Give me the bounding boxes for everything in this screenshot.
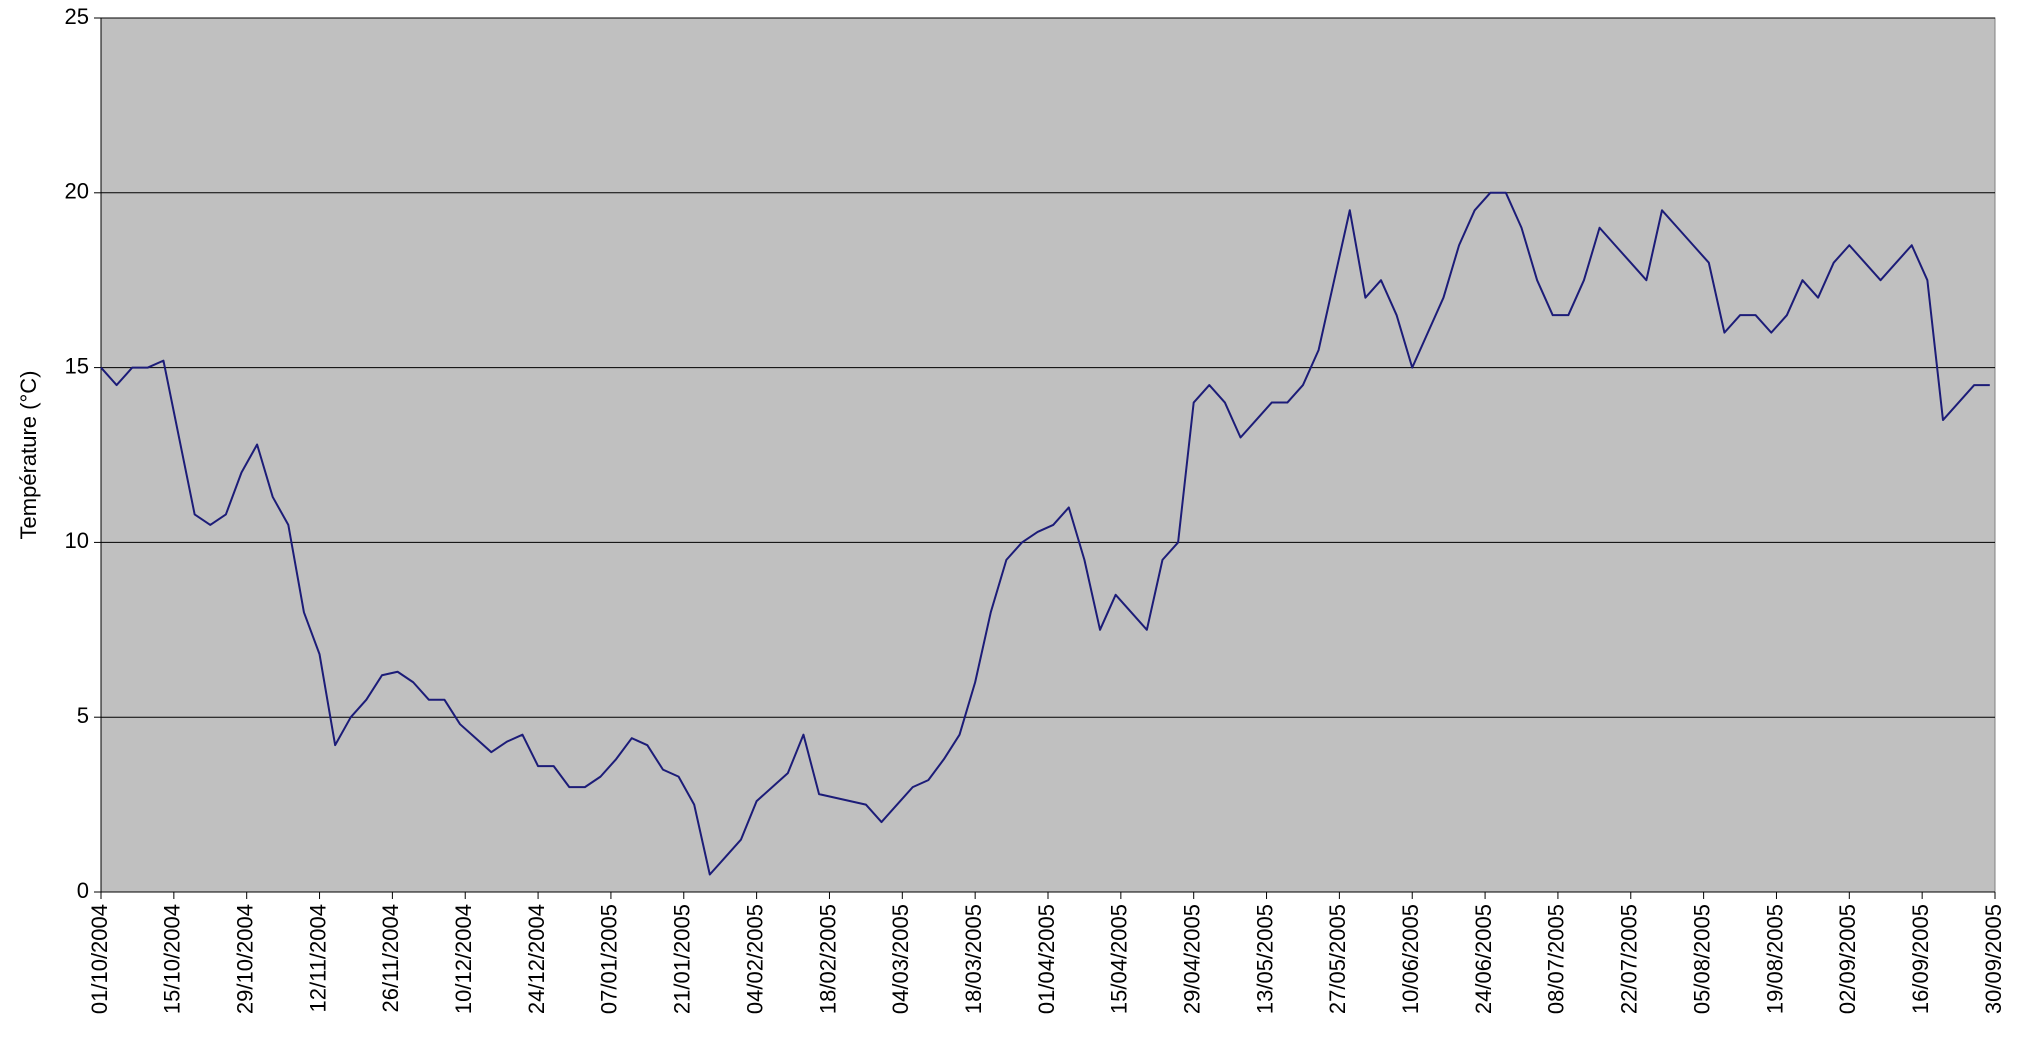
y-tick-label: 5	[77, 703, 89, 728]
x-tick-label: 18/02/2005	[815, 904, 840, 1014]
x-tick-label: 18/03/2005	[961, 904, 986, 1014]
x-tick-label: 10/12/2004	[451, 904, 476, 1014]
x-tick-label: 21/01/2005	[670, 904, 695, 1014]
x-tick-label: 08/07/2005	[1544, 904, 1569, 1014]
x-tick-label: 01/04/2005	[1034, 904, 1059, 1014]
x-tick-label: 10/06/2005	[1398, 904, 1423, 1014]
x-tick-label: 16/09/2005	[1908, 904, 1933, 1014]
x-tick-label: 05/08/2005	[1689, 904, 1714, 1014]
x-tick-label: 24/12/2004	[524, 904, 549, 1014]
x-tick-label: 22/07/2005	[1617, 904, 1642, 1014]
y-tick-label: 10	[65, 528, 89, 553]
x-tick-label: 15/04/2005	[1107, 904, 1132, 1014]
y-tick-label: 25	[65, 4, 89, 29]
x-tick-label: 24/06/2005	[1471, 904, 1496, 1014]
x-tick-label: 02/09/2005	[1835, 904, 1860, 1014]
y-tick-label: 20	[65, 179, 89, 204]
y-axis-label: Température (°C)	[16, 371, 41, 540]
temperature-line	[100, 191, 1990, 876]
x-tick-label: 01/10/2004	[87, 904, 112, 1014]
x-tick-label: 12/11/2004	[305, 904, 330, 1012]
x-tick-label: 15/10/2004	[160, 904, 185, 1014]
x-tick-label: 27/05/2005	[1325, 904, 1350, 1014]
y-tick-label: 0	[77, 878, 89, 903]
x-tick-label: 04/03/2005	[888, 904, 913, 1014]
plot-area	[100, 17, 1996, 893]
x-tick-label: 30/09/2005	[1981, 904, 2006, 1014]
x-tick-label: 04/02/2005	[742, 904, 767, 1014]
x-tick-label: 13/05/2005	[1252, 904, 1277, 1014]
y-tick-label: 15	[65, 353, 89, 378]
x-tick-label: 26/11/2004	[378, 904, 403, 1012]
x-tick-label: 29/04/2005	[1180, 904, 1205, 1014]
x-tick-label: 29/10/2004	[233, 904, 258, 1014]
x-tick-label: 07/01/2005	[597, 904, 622, 1014]
x-tick-label: 19/08/2005	[1762, 904, 1787, 1014]
